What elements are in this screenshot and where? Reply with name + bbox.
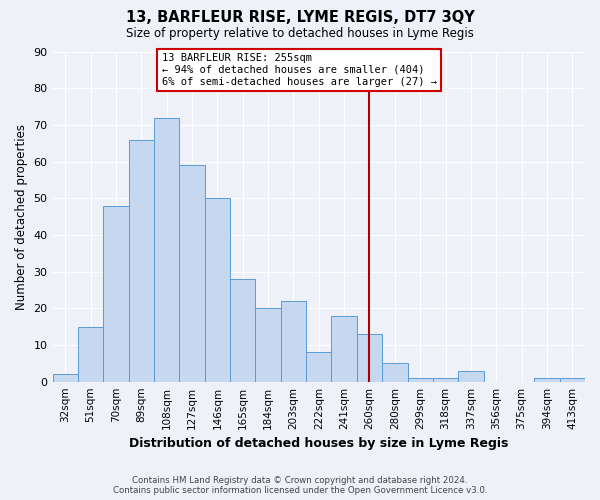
Text: Contains HM Land Registry data © Crown copyright and database right 2024.: Contains HM Land Registry data © Crown c… xyxy=(132,476,468,485)
Bar xyxy=(78,326,103,382)
Text: 13 BARFLEUR RISE: 255sqm
← 94% of detached houses are smaller (404)
6% of semi-d: 13 BARFLEUR RISE: 255sqm ← 94% of detach… xyxy=(161,54,437,86)
Bar xyxy=(433,378,458,382)
Bar xyxy=(230,279,256,382)
Bar xyxy=(407,378,433,382)
Bar xyxy=(306,352,331,382)
Bar xyxy=(103,206,128,382)
Bar xyxy=(560,378,585,382)
Bar xyxy=(331,316,357,382)
Y-axis label: Number of detached properties: Number of detached properties xyxy=(15,124,28,310)
Bar xyxy=(256,308,281,382)
Bar xyxy=(128,140,154,382)
Bar xyxy=(382,364,407,382)
Text: 13, BARFLEUR RISE, LYME REGIS, DT7 3QY: 13, BARFLEUR RISE, LYME REGIS, DT7 3QY xyxy=(125,10,475,25)
Bar xyxy=(281,301,306,382)
Bar xyxy=(179,165,205,382)
Bar xyxy=(534,378,560,382)
Bar xyxy=(53,374,78,382)
Bar xyxy=(205,198,230,382)
Bar xyxy=(458,370,484,382)
Bar xyxy=(357,334,382,382)
X-axis label: Distribution of detached houses by size in Lyme Regis: Distribution of detached houses by size … xyxy=(129,437,508,450)
Text: Size of property relative to detached houses in Lyme Regis: Size of property relative to detached ho… xyxy=(126,28,474,40)
Text: Contains public sector information licensed under the Open Government Licence v3: Contains public sector information licen… xyxy=(113,486,487,495)
Bar xyxy=(154,118,179,382)
